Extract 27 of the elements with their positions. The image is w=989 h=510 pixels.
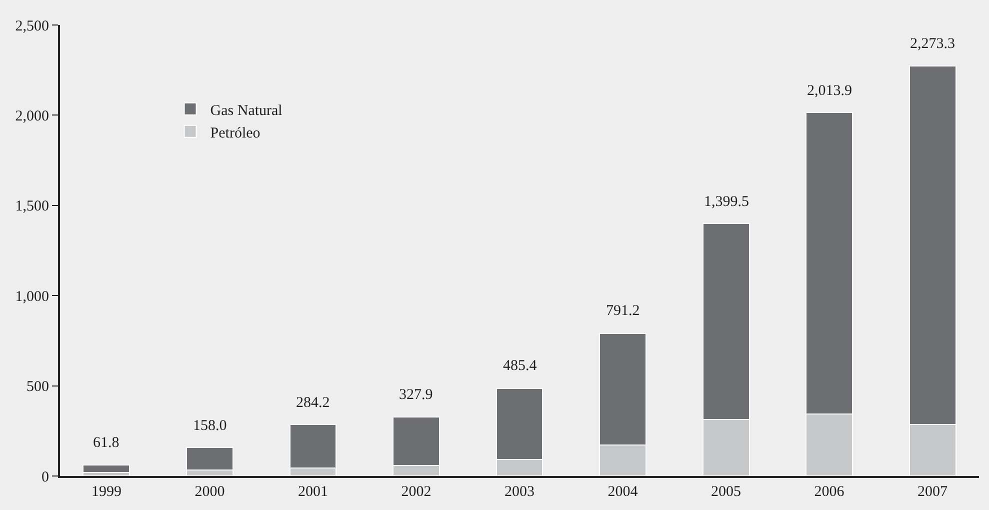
total-label: 2,273.3 [910, 36, 955, 52]
y-tick-label: 500 [26, 379, 49, 396]
bar [82, 464, 130, 473]
x-tick-label: 2000 [194, 484, 225, 500]
x-tick-label: 2001 [298, 484, 328, 500]
total-label: 61.8 [93, 435, 120, 451]
legend-label: Petróleo [210, 125, 260, 142]
x-tick-label: 2003 [504, 484, 534, 500]
total-label: 2,013.9 [807, 83, 852, 99]
total-label: 1,399.5 [704, 194, 749, 210]
x-tick-label: 2007 [918, 484, 948, 500]
y-tick-label: 1,000 [15, 288, 49, 305]
y-tick-label: 2,500 [15, 18, 49, 34]
x-tick-label: 1999 [91, 484, 122, 500]
total-label: 485.4 [503, 358, 538, 374]
x-tick-label: 2006 [814, 484, 845, 500]
total-label: 284.2 [296, 395, 330, 411]
total-label: 158.0 [193, 418, 227, 434]
total-label: 791.2 [606, 303, 640, 319]
y-tick-label: 0 [42, 469, 49, 486]
x-tick-label: 2004 [608, 484, 638, 500]
x-tick-label: 2005 [711, 484, 742, 500]
y-tick-label: 1,500 [15, 198, 49, 215]
total-label: 327.9 [399, 387, 433, 403]
x-tick-label: 2002 [401, 484, 432, 500]
y-tick-label: 2,000 [15, 108, 49, 124]
legend-label: Gas Natural [210, 102, 282, 119]
